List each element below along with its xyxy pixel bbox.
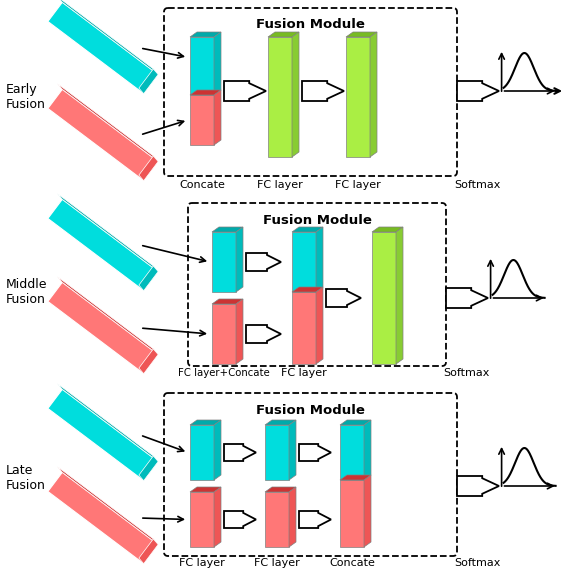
Polygon shape	[190, 37, 214, 95]
Polygon shape	[214, 90, 221, 145]
Polygon shape	[139, 69, 158, 93]
Polygon shape	[364, 475, 371, 547]
Polygon shape	[265, 425, 289, 480]
Text: FC layer: FC layer	[254, 558, 300, 568]
Polygon shape	[446, 288, 488, 308]
Polygon shape	[292, 32, 299, 157]
Text: Concate: Concate	[179, 180, 225, 190]
Polygon shape	[265, 487, 296, 492]
Text: FC layer+Concate: FC layer+Concate	[178, 368, 270, 378]
Text: FC layer: FC layer	[257, 180, 303, 190]
Text: Fusion Module: Fusion Module	[262, 214, 372, 227]
Polygon shape	[48, 89, 158, 180]
Polygon shape	[289, 420, 296, 480]
Polygon shape	[340, 420, 371, 425]
Polygon shape	[57, 384, 158, 461]
Text: Softmax: Softmax	[454, 180, 500, 190]
Polygon shape	[372, 232, 396, 364]
Polygon shape	[316, 227, 323, 292]
Polygon shape	[48, 2, 158, 93]
Polygon shape	[212, 227, 243, 232]
Polygon shape	[212, 304, 236, 364]
Polygon shape	[299, 444, 331, 461]
Polygon shape	[302, 81, 344, 101]
Polygon shape	[214, 487, 221, 547]
Polygon shape	[316, 287, 323, 364]
Polygon shape	[372, 227, 403, 232]
Polygon shape	[214, 420, 221, 480]
Text: FC layer: FC layer	[335, 180, 381, 190]
Polygon shape	[190, 487, 221, 492]
Polygon shape	[57, 194, 158, 272]
Polygon shape	[214, 32, 221, 95]
Polygon shape	[190, 492, 214, 547]
Polygon shape	[212, 232, 236, 292]
Polygon shape	[48, 390, 158, 481]
Polygon shape	[57, 467, 158, 544]
Polygon shape	[236, 299, 243, 364]
Polygon shape	[190, 425, 214, 480]
Polygon shape	[48, 199, 158, 291]
Polygon shape	[289, 487, 296, 547]
Polygon shape	[346, 37, 370, 157]
Polygon shape	[268, 32, 299, 37]
Polygon shape	[139, 266, 158, 291]
Text: Concate: Concate	[329, 558, 375, 568]
Text: FC layer: FC layer	[281, 368, 327, 378]
Polygon shape	[48, 282, 158, 374]
Polygon shape	[265, 492, 289, 547]
Polygon shape	[246, 253, 281, 271]
Polygon shape	[139, 539, 158, 564]
Polygon shape	[457, 81, 499, 101]
Polygon shape	[224, 444, 256, 461]
Polygon shape	[364, 420, 371, 480]
Polygon shape	[139, 156, 158, 180]
Text: Softmax: Softmax	[454, 558, 500, 568]
Polygon shape	[292, 292, 316, 364]
Polygon shape	[457, 476, 499, 496]
Polygon shape	[57, 277, 158, 354]
Text: Early
Fusion: Early Fusion	[6, 83, 46, 111]
Polygon shape	[246, 325, 281, 343]
Text: Fusion Module: Fusion Module	[256, 19, 365, 32]
Polygon shape	[299, 511, 331, 528]
Polygon shape	[265, 420, 296, 425]
Polygon shape	[224, 511, 256, 528]
Polygon shape	[326, 289, 361, 307]
Polygon shape	[139, 456, 158, 481]
Text: Middle
Fusion: Middle Fusion	[6, 278, 47, 306]
Polygon shape	[346, 32, 377, 37]
Polygon shape	[57, 0, 158, 75]
Text: FC layer: FC layer	[179, 558, 225, 568]
Polygon shape	[292, 287, 323, 292]
Polygon shape	[57, 84, 158, 162]
Polygon shape	[48, 472, 158, 564]
Polygon shape	[190, 32, 221, 37]
Text: Late
Fusion: Late Fusion	[6, 464, 46, 492]
Polygon shape	[340, 475, 371, 480]
Polygon shape	[292, 232, 316, 292]
Polygon shape	[396, 227, 403, 364]
Text: Fusion Module: Fusion Module	[256, 404, 365, 416]
Polygon shape	[292, 227, 323, 232]
Polygon shape	[236, 227, 243, 292]
Polygon shape	[139, 349, 158, 374]
Polygon shape	[268, 37, 292, 157]
Polygon shape	[370, 32, 377, 157]
Text: Softmax: Softmax	[443, 368, 489, 378]
Polygon shape	[340, 480, 364, 547]
Polygon shape	[340, 425, 364, 480]
Polygon shape	[190, 420, 221, 425]
Polygon shape	[224, 81, 266, 101]
Polygon shape	[190, 95, 214, 145]
Polygon shape	[212, 299, 243, 304]
Polygon shape	[190, 90, 221, 95]
